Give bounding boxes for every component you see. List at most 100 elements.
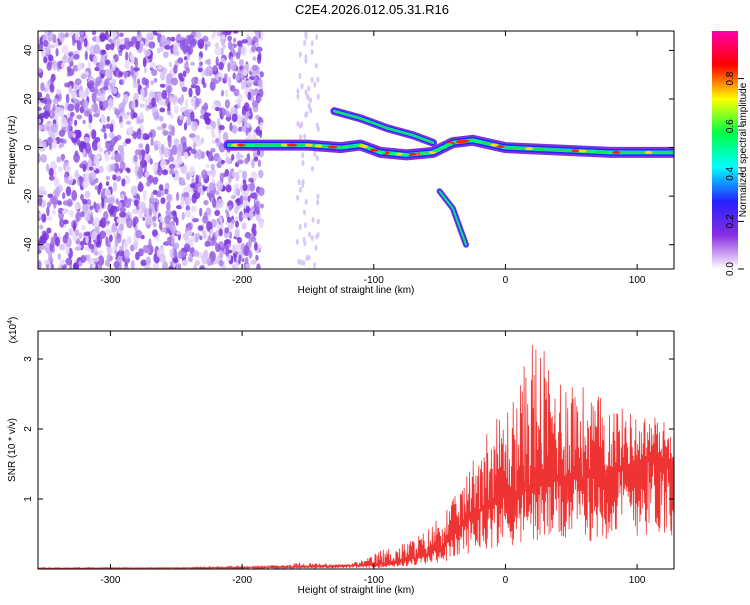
noise-blob — [105, 123, 111, 129]
noise-blob — [171, 95, 178, 103]
noise-blob — [197, 187, 202, 194]
hot-spot — [237, 143, 246, 147]
falling-tones — [439, 190, 467, 246]
streak-blob — [308, 231, 312, 238]
noise-blob — [98, 61, 105, 70]
streak-blob — [298, 73, 302, 79]
noise-blob — [231, 170, 236, 177]
noise-blob — [179, 77, 185, 82]
noise-blob — [210, 147, 216, 153]
noise-blob — [84, 190, 91, 199]
noise-blob — [157, 64, 163, 71]
noise-blob — [100, 116, 107, 124]
noise-blob — [109, 145, 114, 152]
noise-blob — [254, 31, 260, 37]
noise-blob — [114, 152, 121, 163]
noise-blob — [130, 260, 135, 269]
noise-blob — [184, 210, 192, 218]
noise-blob — [225, 205, 230, 211]
streak-blob — [302, 259, 306, 266]
noise-blob — [227, 62, 231, 72]
noise-blob — [144, 36, 150, 48]
noise-blob — [203, 200, 209, 206]
noise-blob — [214, 46, 222, 56]
noise-blob — [165, 96, 169, 106]
noise-blob — [240, 46, 247, 56]
y-tick-label: -40 — [23, 237, 34, 252]
noise-blob — [244, 157, 249, 165]
noise-blob — [75, 103, 80, 113]
noise-blob — [75, 169, 79, 178]
noise-blob — [195, 174, 199, 185]
noise-blob — [169, 168, 175, 176]
noise-blob — [124, 249, 130, 259]
noise-blob — [185, 117, 192, 126]
noise-blob — [38, 260, 42, 269]
noise-blob — [98, 249, 103, 256]
noise-blob — [186, 230, 193, 237]
hot-spot — [370, 148, 379, 152]
noise-blob — [158, 184, 164, 191]
noise-blob — [238, 169, 242, 174]
noise-blob — [235, 188, 241, 197]
noise-blob — [165, 210, 170, 215]
noise-blob — [237, 237, 242, 244]
noise-blob — [38, 67, 42, 74]
noise-blob — [171, 77, 178, 86]
noise-blob — [120, 205, 126, 214]
noise-blob — [133, 154, 138, 163]
noise-blob — [156, 126, 164, 131]
noise-blob — [64, 32, 69, 38]
noise-blob — [190, 61, 196, 66]
noise-blob — [68, 52, 73, 57]
streak-blob — [301, 160, 305, 166]
hot-spot — [644, 150, 653, 154]
noise-blob — [224, 239, 231, 245]
hot-spot — [286, 143, 295, 147]
noise-blob — [187, 222, 193, 230]
noise-blob — [180, 197, 185, 209]
noise-blob — [138, 113, 144, 120]
noise-blob — [192, 141, 197, 149]
noise-blob — [83, 137, 90, 144]
noise-blob — [110, 31, 117, 39]
noise-blob — [232, 244, 236, 254]
noise-blob — [177, 57, 184, 64]
noise-blob — [241, 39, 248, 44]
noise-blob — [180, 115, 185, 121]
noise-blob — [166, 201, 171, 212]
noise-blob — [175, 217, 179, 226]
noise-blob — [50, 75, 55, 85]
noise-blob — [218, 61, 224, 71]
streak-blob — [314, 62, 318, 69]
streak-blob — [315, 34, 319, 40]
noise-blob — [93, 201, 97, 209]
noise-blob — [252, 151, 258, 157]
noise-blob — [169, 163, 176, 170]
streak-blob — [298, 224, 302, 230]
noise-blob — [246, 79, 253, 88]
streak-blob — [299, 259, 303, 266]
noise-blob — [65, 186, 72, 197]
noise-blob — [258, 169, 264, 179]
noise-blob — [62, 219, 69, 225]
noise-blob — [220, 221, 224, 231]
y-tick-label: 0 — [23, 144, 34, 150]
noise-blob — [93, 165, 97, 171]
noise-blob — [38, 106, 42, 112]
noise-blob — [59, 243, 66, 251]
noise-blob — [181, 211, 185, 221]
noise-blob — [126, 168, 131, 174]
streak-blob — [298, 51, 302, 58]
hot-spot — [418, 151, 427, 155]
noise-blob — [238, 93, 243, 102]
noise-blob — [197, 225, 204, 231]
noise-blob — [219, 249, 224, 259]
noise-blob — [46, 216, 53, 221]
streak-blob — [299, 134, 303, 141]
noise-blob — [252, 223, 257, 230]
noise-blob — [170, 36, 176, 42]
y-tick-label: 40 — [23, 44, 34, 56]
noise-blob — [46, 163, 50, 172]
